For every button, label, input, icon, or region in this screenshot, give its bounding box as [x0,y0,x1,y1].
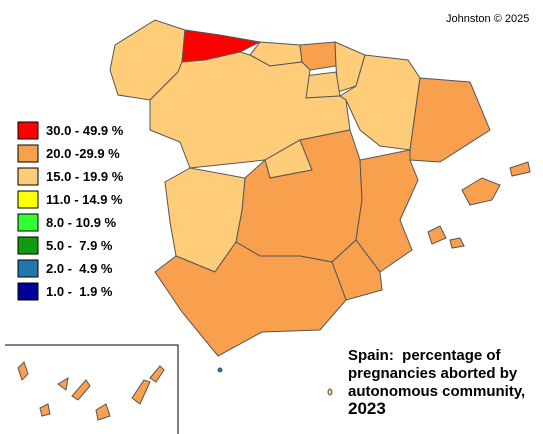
legend-swatch [17,190,39,209]
island [39,403,51,417]
legend-swatch [17,236,39,255]
credit: Johnston © 2025 [446,13,529,25]
island [17,361,29,381]
island [57,377,69,391]
legend-label: 1.0 - 1.9 % [46,284,113,299]
legend: 30.0 - 49.9 % 20.0 -29.9 % 15.0 - 19.9 % 11… [17,121,124,301]
legend-label: 30.0 - 49.9 % [46,123,124,138]
legend-swatch [17,144,39,163]
island [131,379,151,405]
menorca [509,161,531,177]
melilla [327,388,333,396]
legend-label: 20.0 -29.9 % [46,146,120,161]
island [95,403,111,421]
legend-swatch [17,121,39,140]
ibiza [427,225,447,245]
title-line: autonomous community, [348,383,525,400]
legend-label: 15.0 - 19.9 % [46,169,124,184]
legend-swatch [17,259,39,278]
valencia [355,149,419,273]
aragon [339,54,421,151]
title-line: Spain: percentage of [348,347,502,364]
legend-label: 5.0 - 7.9 % [46,238,113,253]
title-line: pregnancies aborted by [348,365,518,382]
legend-swatch [17,282,39,301]
inset-frame [5,344,179,434]
title-line: 2023 [348,399,386,418]
legend-label: 2.0 - 4.9 % [46,261,113,276]
canary-islands [5,344,179,434]
mallorca [461,177,501,206]
catalonia [409,77,491,163]
la-rioja [304,71,341,99]
legend-swatch [17,167,39,186]
island [149,365,165,383]
legend-label: 8.0 - 10.9 % [46,215,117,230]
ceuta [217,367,223,373]
regions [109,19,531,396]
legend-label: 11.0 - 14.9 % [46,192,123,207]
andalusia [154,241,347,357]
legend-swatch [17,213,39,232]
formentera [449,237,465,249]
basque-country [299,41,337,71]
island [71,379,91,401]
